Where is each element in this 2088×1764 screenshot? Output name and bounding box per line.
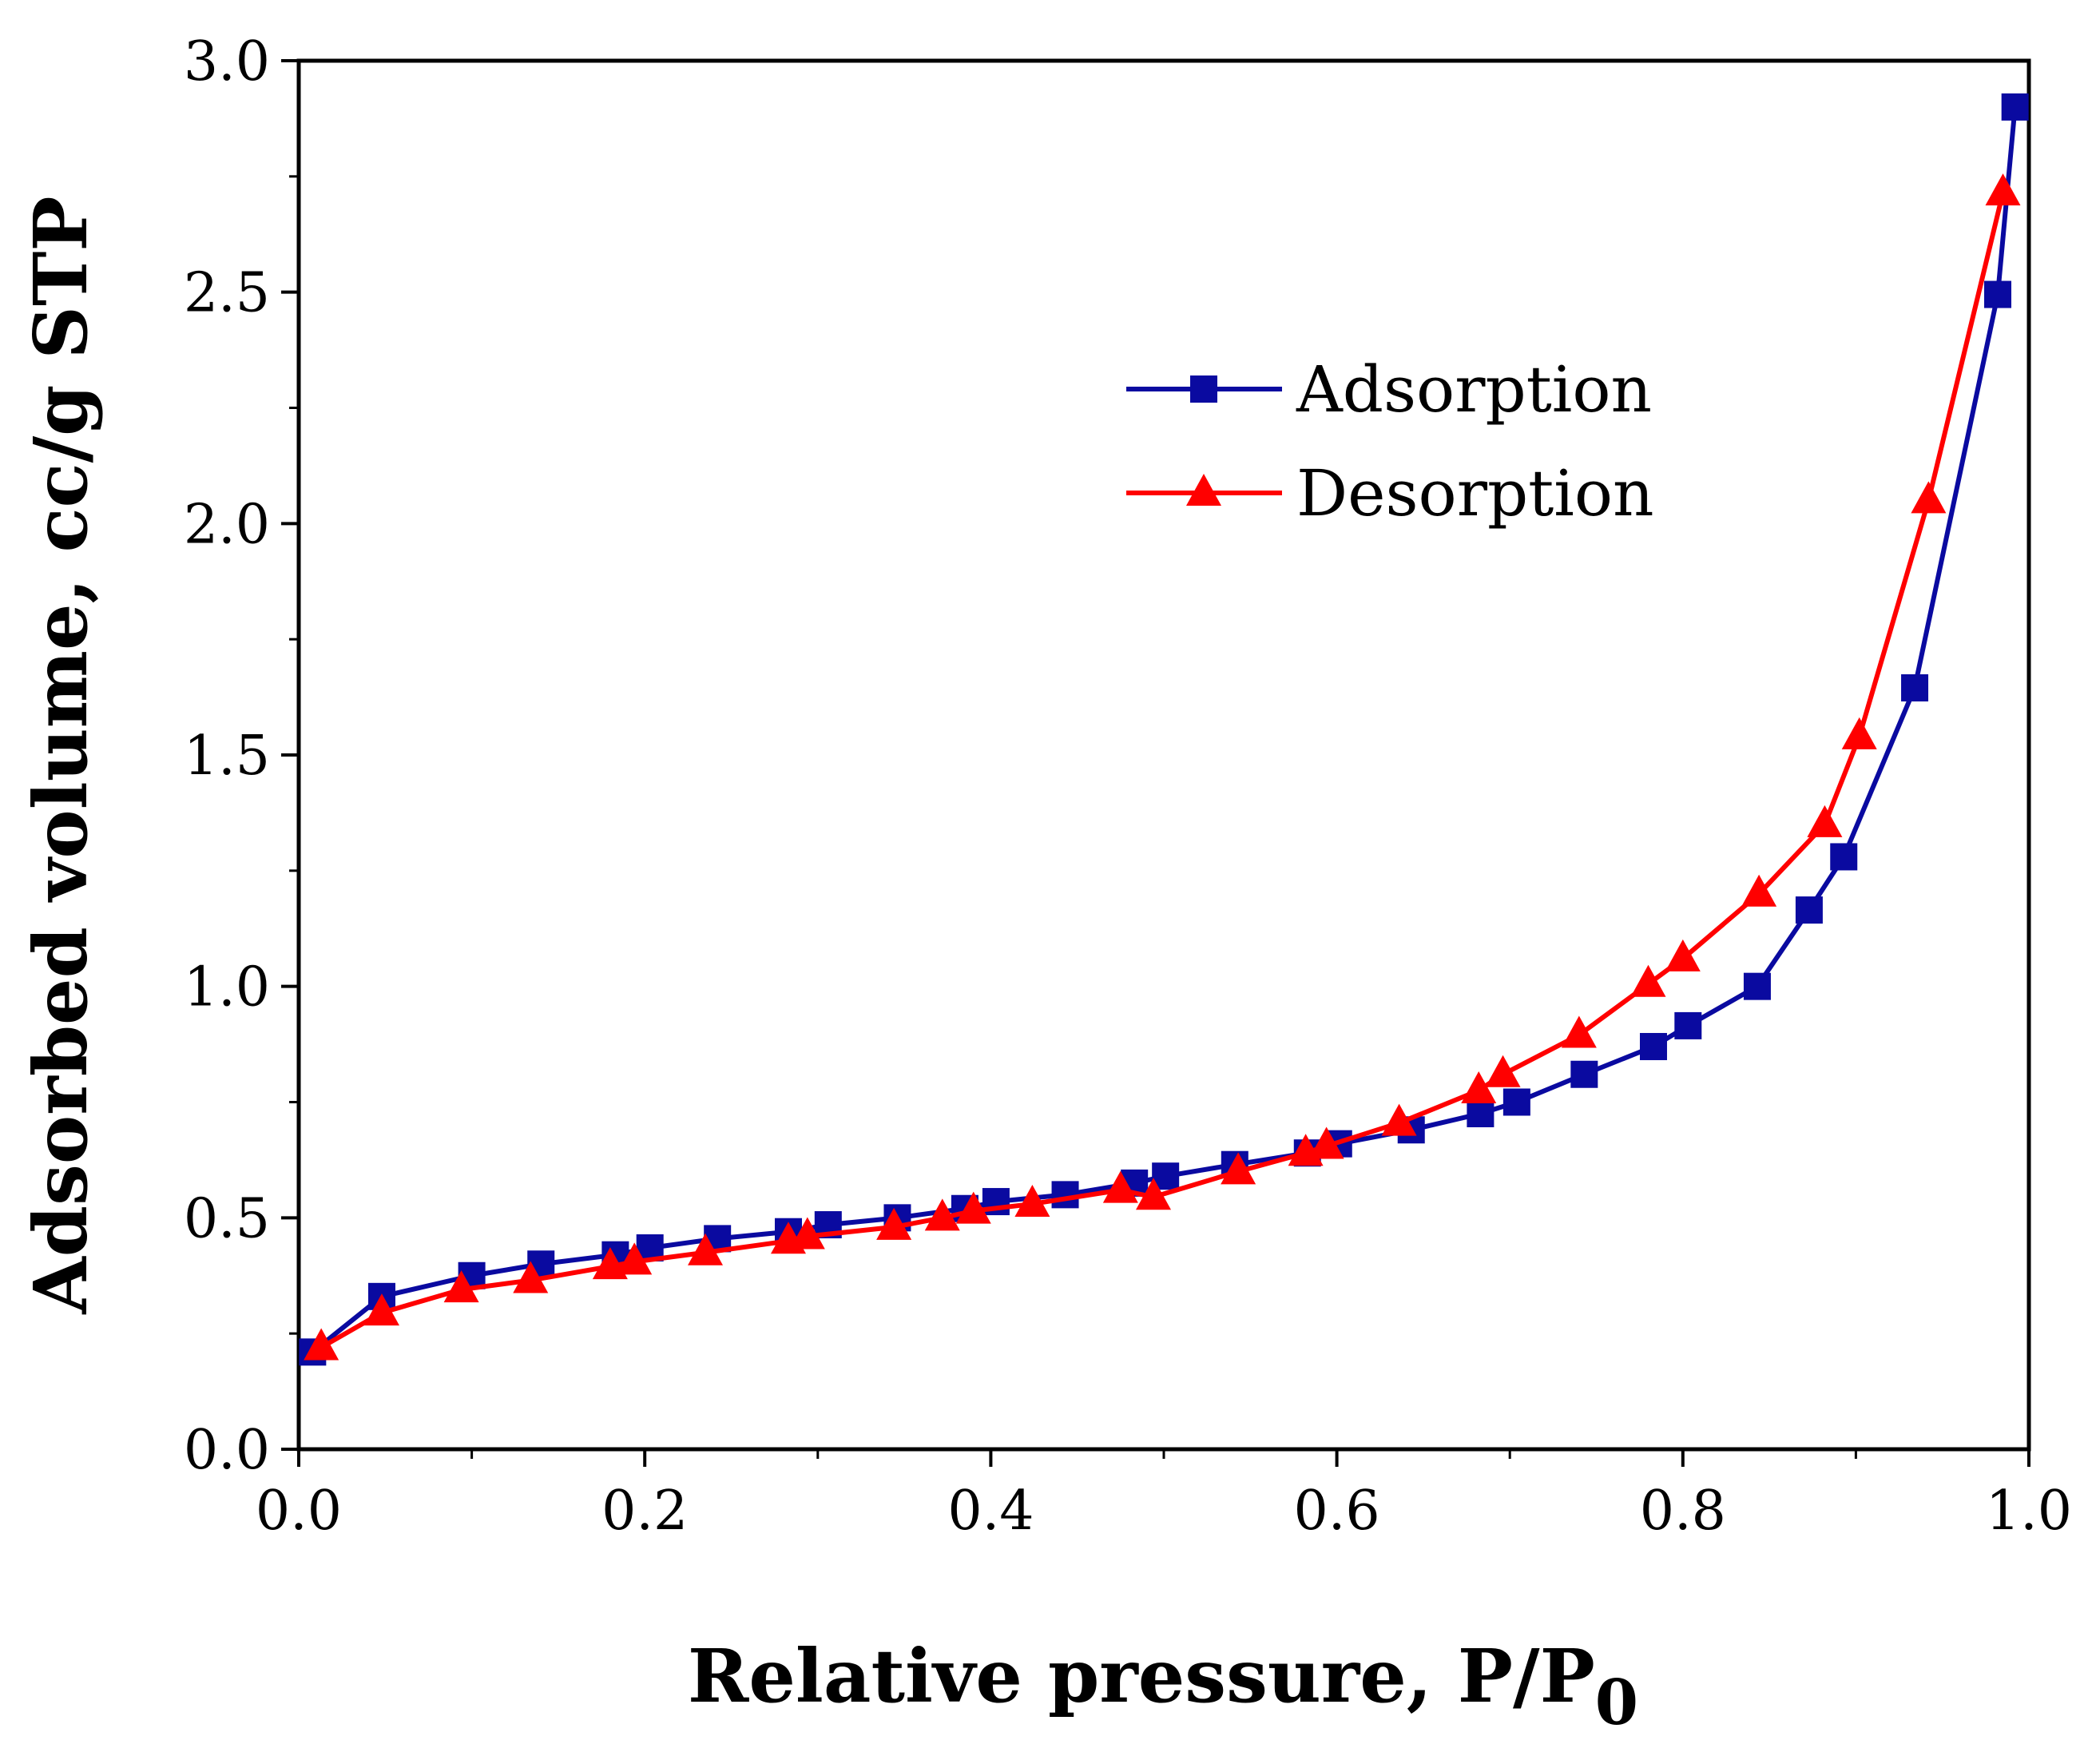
desorption-point: [789, 1217, 825, 1250]
legend-label: Desorption: [1296, 456, 1654, 530]
x-tick-label: 0.2: [601, 1480, 688, 1543]
desorption-point: [1630, 964, 1666, 997]
y-axis-ticks: 0.0 0.5 1.0 1.5 2.0 2.5 3.0: [184, 30, 299, 1482]
adsorption-series: [299, 93, 2029, 1366]
desorption-point: [955, 1191, 991, 1224]
desorption-point: [1665, 939, 1701, 971]
desorption-point: [513, 1261, 549, 1293]
adsorption-point: [1674, 1011, 1702, 1039]
x-tick-label: 1.0: [1986, 1480, 2072, 1543]
x-axis-title: Relative pressure, P/P0: [688, 1633, 1638, 1739]
legend-item-adsorption: Adsorption: [1126, 352, 1652, 427]
legend-label: Adsorption: [1296, 352, 1652, 427]
x-axis-title-subscript: 0: [1595, 1667, 1638, 1739]
adsorption-point: [1984, 280, 2012, 308]
desorption-point: [1136, 1178, 1172, 1210]
desorption-point: [1221, 1152, 1256, 1185]
adsorption-point: [1051, 1181, 1079, 1209]
desorption-point: [876, 1207, 912, 1240]
desorption-point: [1807, 805, 1843, 837]
y-tick-label: 0.5: [184, 1187, 270, 1250]
x-tick-label: 0.4: [947, 1480, 1034, 1543]
desorption-point: [443, 1270, 479, 1303]
desorption-point: [1911, 481, 1947, 514]
x-tick-label: 0.6: [1294, 1480, 1380, 1543]
legend-item-desorption: Desorption: [1126, 456, 1654, 530]
desorption-point: [363, 1293, 399, 1326]
adsorption-point: [1570, 1060, 1598, 1088]
y-tick-label: 2.5: [184, 262, 270, 325]
desorption-point: [1461, 1071, 1497, 1104]
desorption-point: [1102, 1170, 1138, 1203]
y-axis-title: Adsorbed volume, cc/g STP: [18, 196, 104, 1314]
desorption-point: [1014, 1184, 1050, 1217]
desorption-series: [304, 173, 2021, 1361]
y-tick-label: 1.5: [184, 725, 270, 788]
desorption-point: [304, 1328, 339, 1361]
adsorption-point: [1901, 673, 1929, 701]
x-tick-label: 0.0: [256, 1480, 342, 1543]
x-axis-ticks: 0.0 0.2 0.4 0.6 0.8 1.0: [256, 1449, 2072, 1543]
adsorption-point: [1467, 1099, 1495, 1127]
plot-frame: [296, 58, 2031, 1452]
adsorption-point: [1795, 896, 1823, 924]
legend: Adsorption Desorption: [1126, 352, 1654, 530]
y-tick-label: 1.0: [184, 956, 270, 1019]
y-tick-label: 3.0: [184, 30, 270, 93]
y-tick-label: 2.0: [184, 493, 270, 556]
desorption-point: [617, 1242, 653, 1275]
desorption-point: [1485, 1055, 1521, 1087]
desorption-point: [924, 1198, 960, 1231]
desorption-point: [688, 1233, 724, 1265]
adsorption-point: [1502, 1088, 1530, 1116]
series-layer: [299, 93, 2029, 1366]
desorption-point: [1741, 874, 1777, 907]
desorption-point: [1381, 1103, 1417, 1136]
adsorption-point: [2001, 93, 2029, 121]
desorption-point: [1841, 717, 1877, 749]
desorption-point: [1561, 1015, 1597, 1048]
desorption-point: [1985, 173, 2021, 206]
legend-swatch-marker: [1186, 474, 1221, 506]
adsorption-point: [1830, 843, 1858, 871]
y-tick-label: 0.0: [184, 1419, 270, 1482]
legend-swatch-marker: [1190, 375, 1217, 403]
adsorption-point: [1743, 972, 1771, 1000]
desorption-point: [1308, 1126, 1344, 1159]
adsorption-point: [1639, 1032, 1667, 1060]
x-tick-label: 0.8: [1640, 1480, 1726, 1543]
